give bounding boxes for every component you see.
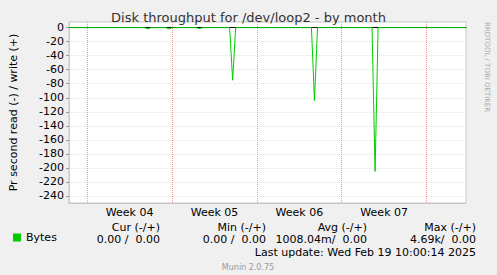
svg-text:Cur (-/+): Cur (-/+) — [111, 221, 160, 234]
svg-text:-20: -20 — [46, 35, 64, 48]
svg-text:Pr second read (-) / write (+): Pr second read (-) / write (+) — [7, 34, 20, 192]
svg-text:Bytes: Bytes — [26, 231, 57, 244]
svg-text:Max (-/+): Max (-/+) — [424, 221, 476, 234]
svg-text:-100: -100 — [39, 91, 64, 104]
svg-text:Disk throughput for /dev/loop2: Disk throughput for /dev/loop2 - by mont… — [111, 10, 386, 25]
svg-text:4.69k/ 0.00: 4.69k/ 0.00 — [410, 233, 476, 246]
svg-text:Week 04: Week 04 — [106, 206, 154, 219]
svg-text:Week 07: Week 07 — [360, 206, 408, 219]
svg-text:Min (-/+): Min (-/+) — [217, 221, 266, 234]
svg-text:-80: -80 — [46, 77, 64, 90]
svg-text:0: 0 — [57, 21, 64, 34]
svg-text:-160: -160 — [39, 133, 64, 146]
svg-text:Week 05: Week 05 — [191, 206, 239, 219]
svg-text:Last update: Wed Feb 19 10:00:: Last update: Wed Feb 19 10:00:14 2025 — [255, 246, 476, 259]
svg-text:-180: -180 — [39, 147, 64, 160]
svg-text:1008.04m/ 0.00: 1008.04m/ 0.00 — [276, 233, 367, 246]
svg-text:RRDTOOL / TOBI OETIKER: RRDTOOL / TOBI OETIKER — [483, 22, 491, 112]
svg-text:Week 06: Week 06 — [276, 206, 324, 219]
svg-text:0.00 / 0.00: 0.00 / 0.00 — [97, 233, 160, 246]
svg-text:-40: -40 — [46, 49, 64, 62]
svg-text:-200: -200 — [39, 161, 64, 174]
svg-text:Munin 2.0.75: Munin 2.0.75 — [222, 263, 274, 272]
svg-text:-120: -120 — [39, 105, 64, 118]
svg-text:0.00 / 0.00: 0.00 / 0.00 — [203, 233, 266, 246]
svg-text:-240: -240 — [39, 189, 64, 202]
svg-text:Avg (-/+): Avg (-/+) — [317, 221, 367, 234]
svg-text:-60: -60 — [46, 63, 64, 76]
svg-text:-140: -140 — [39, 119, 64, 132]
svg-text:-220: -220 — [39, 175, 64, 188]
